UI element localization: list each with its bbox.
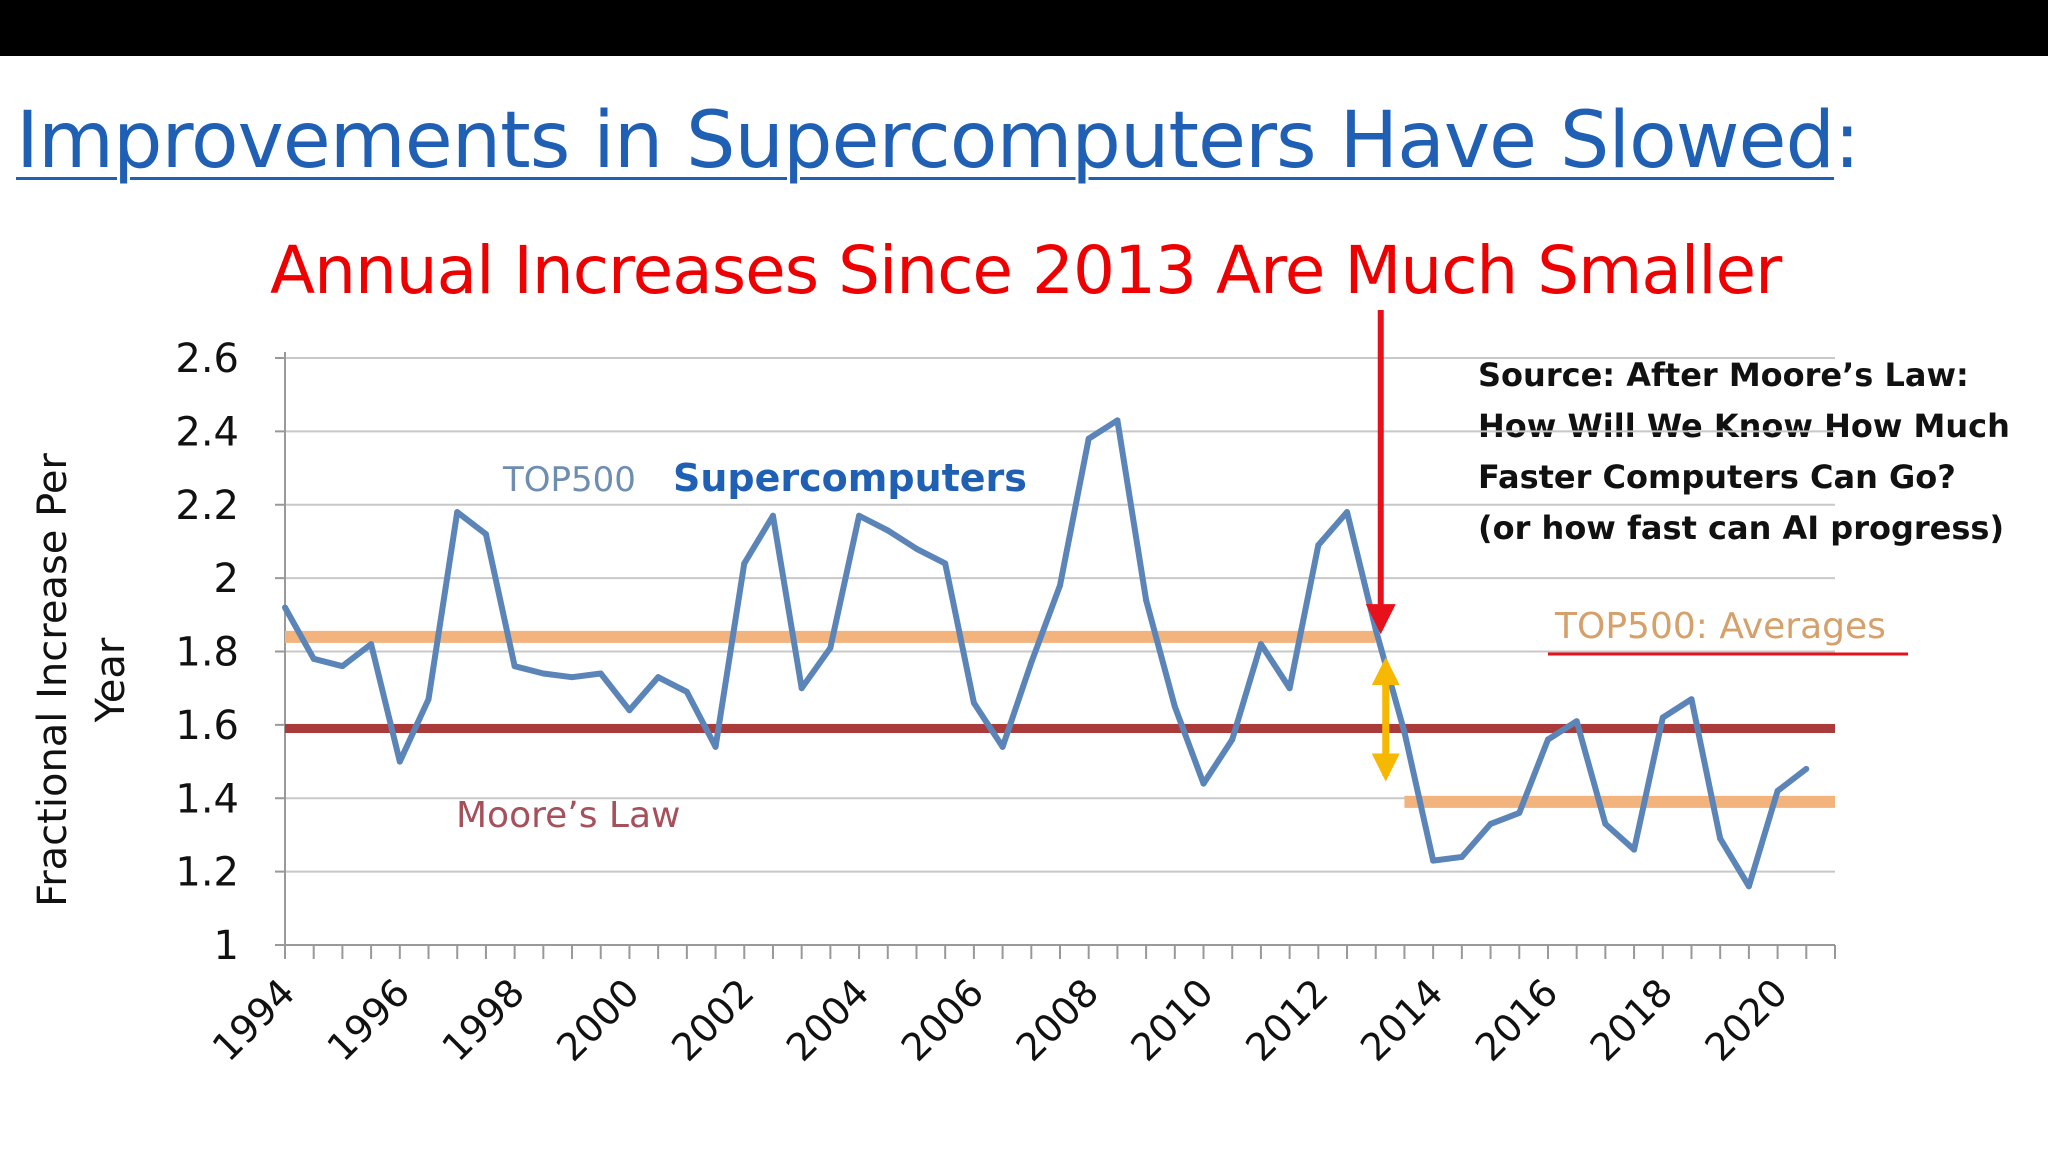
data-point — [540, 670, 547, 677]
data-point — [1315, 542, 1322, 549]
data-point — [1717, 835, 1724, 842]
data-point — [1229, 736, 1236, 743]
y-tick-label: 1.8 — [175, 630, 239, 676]
top-black-bar — [0, 0, 2048, 56]
data-point — [569, 674, 576, 681]
x-tick-label: 2014 — [1352, 970, 1452, 1070]
y-tick-label: 2.6 — [175, 336, 239, 382]
data-point — [913, 545, 920, 552]
data-point — [1401, 729, 1408, 736]
data-point — [683, 688, 690, 695]
data-point — [798, 685, 805, 692]
data-point — [999, 743, 1006, 750]
y-tick-label: 2 — [214, 556, 239, 602]
x-tick-label: 2012 — [1237, 970, 1337, 1070]
data-point — [626, 707, 633, 714]
data-point — [425, 696, 432, 703]
series-label-top500: TOP500 — [502, 460, 636, 500]
data-point — [511, 663, 518, 670]
data-point — [1631, 846, 1638, 853]
x-tick-label: 2010 — [1122, 970, 1222, 1070]
x-tick-label: 1996 — [319, 970, 419, 1070]
series-label-supercomputers: Supercomputers — [673, 456, 1027, 500]
source-line-1: Source: After Moore’s Law: — [1478, 356, 1969, 394]
data-point — [1745, 883, 1752, 890]
x-tick-label: 2006 — [893, 970, 993, 1070]
y-tick-label: 1 — [214, 923, 239, 969]
page-subtitle: Annual Increases Since 2013 Are Much Sma… — [270, 232, 1782, 309]
data-point — [942, 560, 949, 567]
page-title-main: Improvements in Supercomputers Have Slow… — [16, 96, 1835, 186]
data-point — [655, 674, 662, 681]
data-point — [368, 641, 375, 648]
data-point — [769, 512, 776, 519]
page-title: Improvements in Supercomputers Have Slow… — [16, 96, 1860, 186]
series-line-top500 — [282, 417, 1809, 890]
data-point — [1114, 417, 1121, 424]
x-tick-label: 2016 — [1467, 970, 1567, 1070]
y-tick-label: 2.2 — [175, 483, 239, 529]
data-point — [282, 604, 288, 611]
data-point — [1257, 641, 1264, 648]
data-point — [1573, 718, 1580, 725]
data-point — [310, 655, 317, 662]
data-point — [454, 509, 461, 516]
x-tick-label: 2004 — [778, 970, 878, 1070]
data-point — [1659, 714, 1666, 721]
data-point — [1516, 809, 1523, 816]
y-tick-label: 2.4 — [175, 409, 239, 455]
data-point — [1171, 703, 1178, 710]
data-point — [1803, 765, 1810, 772]
data-point — [396, 758, 403, 765]
data-point — [1143, 597, 1150, 604]
source-line-2: How Will We Know How Much — [1478, 407, 2010, 445]
x-tick-label: 2008 — [1008, 970, 1108, 1070]
data-point — [482, 531, 489, 538]
data-point — [884, 527, 891, 534]
data-point — [856, 512, 863, 519]
x-tick-label: 1998 — [433, 970, 533, 1070]
data-point — [1085, 435, 1092, 442]
x-tick-label: 2020 — [1696, 970, 1796, 1070]
data-point — [1688, 696, 1695, 703]
averages-label: TOP500: Averages — [1554, 606, 1886, 647]
source-line-4: (or how fast can AI progress) — [1478, 509, 2005, 547]
page-title-colon: : — [1834, 96, 1860, 186]
data-point — [1487, 820, 1494, 827]
y-tick-label: 1.4 — [175, 776, 239, 822]
x-tick-label: 2002 — [663, 970, 763, 1070]
data-point — [741, 560, 748, 567]
data-point — [1057, 582, 1063, 589]
x-tick-label: 2018 — [1582, 970, 1682, 1070]
data-point — [827, 644, 834, 651]
data-point — [1200, 780, 1207, 787]
source-note: Source: After Moore’s Law: How Will We K… — [1478, 350, 2010, 554]
data-point — [1544, 736, 1551, 743]
data-point — [970, 699, 977, 706]
data-point — [597, 670, 604, 677]
source-line-3: Faster Computers Can Go? — [1478, 458, 1956, 496]
data-point — [1602, 820, 1609, 827]
data-point — [1344, 509, 1351, 516]
x-tick-label: 2000 — [548, 970, 648, 1070]
x-tick-label: 1994 — [204, 970, 304, 1070]
data-point — [1028, 659, 1035, 666]
data-point — [1430, 857, 1437, 864]
y-tick-label: 1.2 — [175, 850, 239, 896]
data-point — [1774, 787, 1781, 794]
y-tick-label: 1.6 — [175, 703, 239, 749]
moores-law-label: Moore’s Law — [456, 795, 680, 836]
data-point — [1286, 685, 1293, 692]
data-point — [1458, 853, 1465, 860]
data-point — [712, 743, 719, 750]
data-point — [339, 663, 346, 670]
